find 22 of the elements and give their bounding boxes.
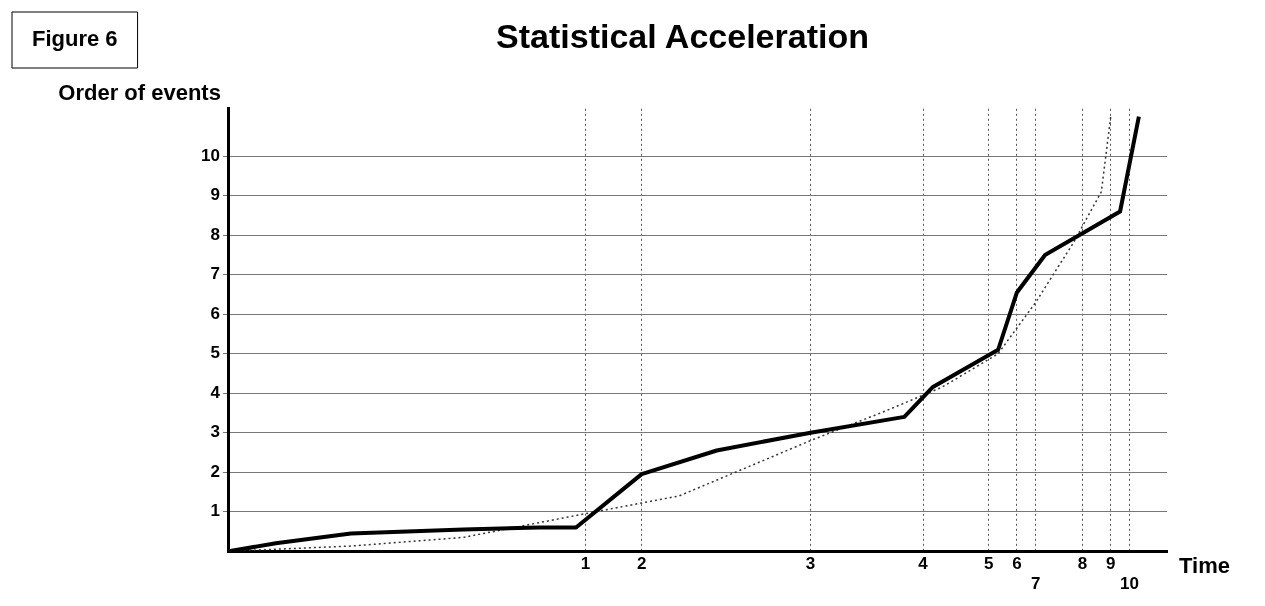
x-tick-label: 9 bbox=[1105, 554, 1116, 574]
chart-title: Statistical Acceleration bbox=[496, 16, 869, 55]
y-tick-label: 7 bbox=[210, 264, 220, 284]
caption: Figure 6 bbox=[32, 26, 118, 52]
y-tick-label: 9 bbox=[210, 185, 220, 205]
y-tick-label: 10 bbox=[200, 145, 220, 165]
y-tick-label: 3 bbox=[210, 422, 220, 442]
y-tick-label: 6 bbox=[210, 303, 220, 323]
x-tick-label: 3 bbox=[805, 554, 816, 574]
y-tick-label: 8 bbox=[210, 224, 220, 244]
x-tick-label: 2 bbox=[636, 554, 647, 574]
y-tick-label: 1 bbox=[210, 501, 220, 521]
x-axis-title: Time bbox=[1179, 553, 1230, 579]
x-tick-label: 4 bbox=[918, 554, 929, 574]
x-tick-label: 5 bbox=[984, 554, 994, 574]
y-tick-label: 5 bbox=[210, 343, 220, 363]
y-tick-label: 4 bbox=[210, 382, 221, 402]
x-tick-label: 8 bbox=[1077, 554, 1088, 574]
x-tick-label: 6 bbox=[1012, 554, 1022, 574]
x-tick-label: 1 bbox=[580, 554, 591, 574]
y-axis-title: Order of events bbox=[58, 79, 221, 105]
y-tick-label: 2 bbox=[210, 461, 220, 481]
